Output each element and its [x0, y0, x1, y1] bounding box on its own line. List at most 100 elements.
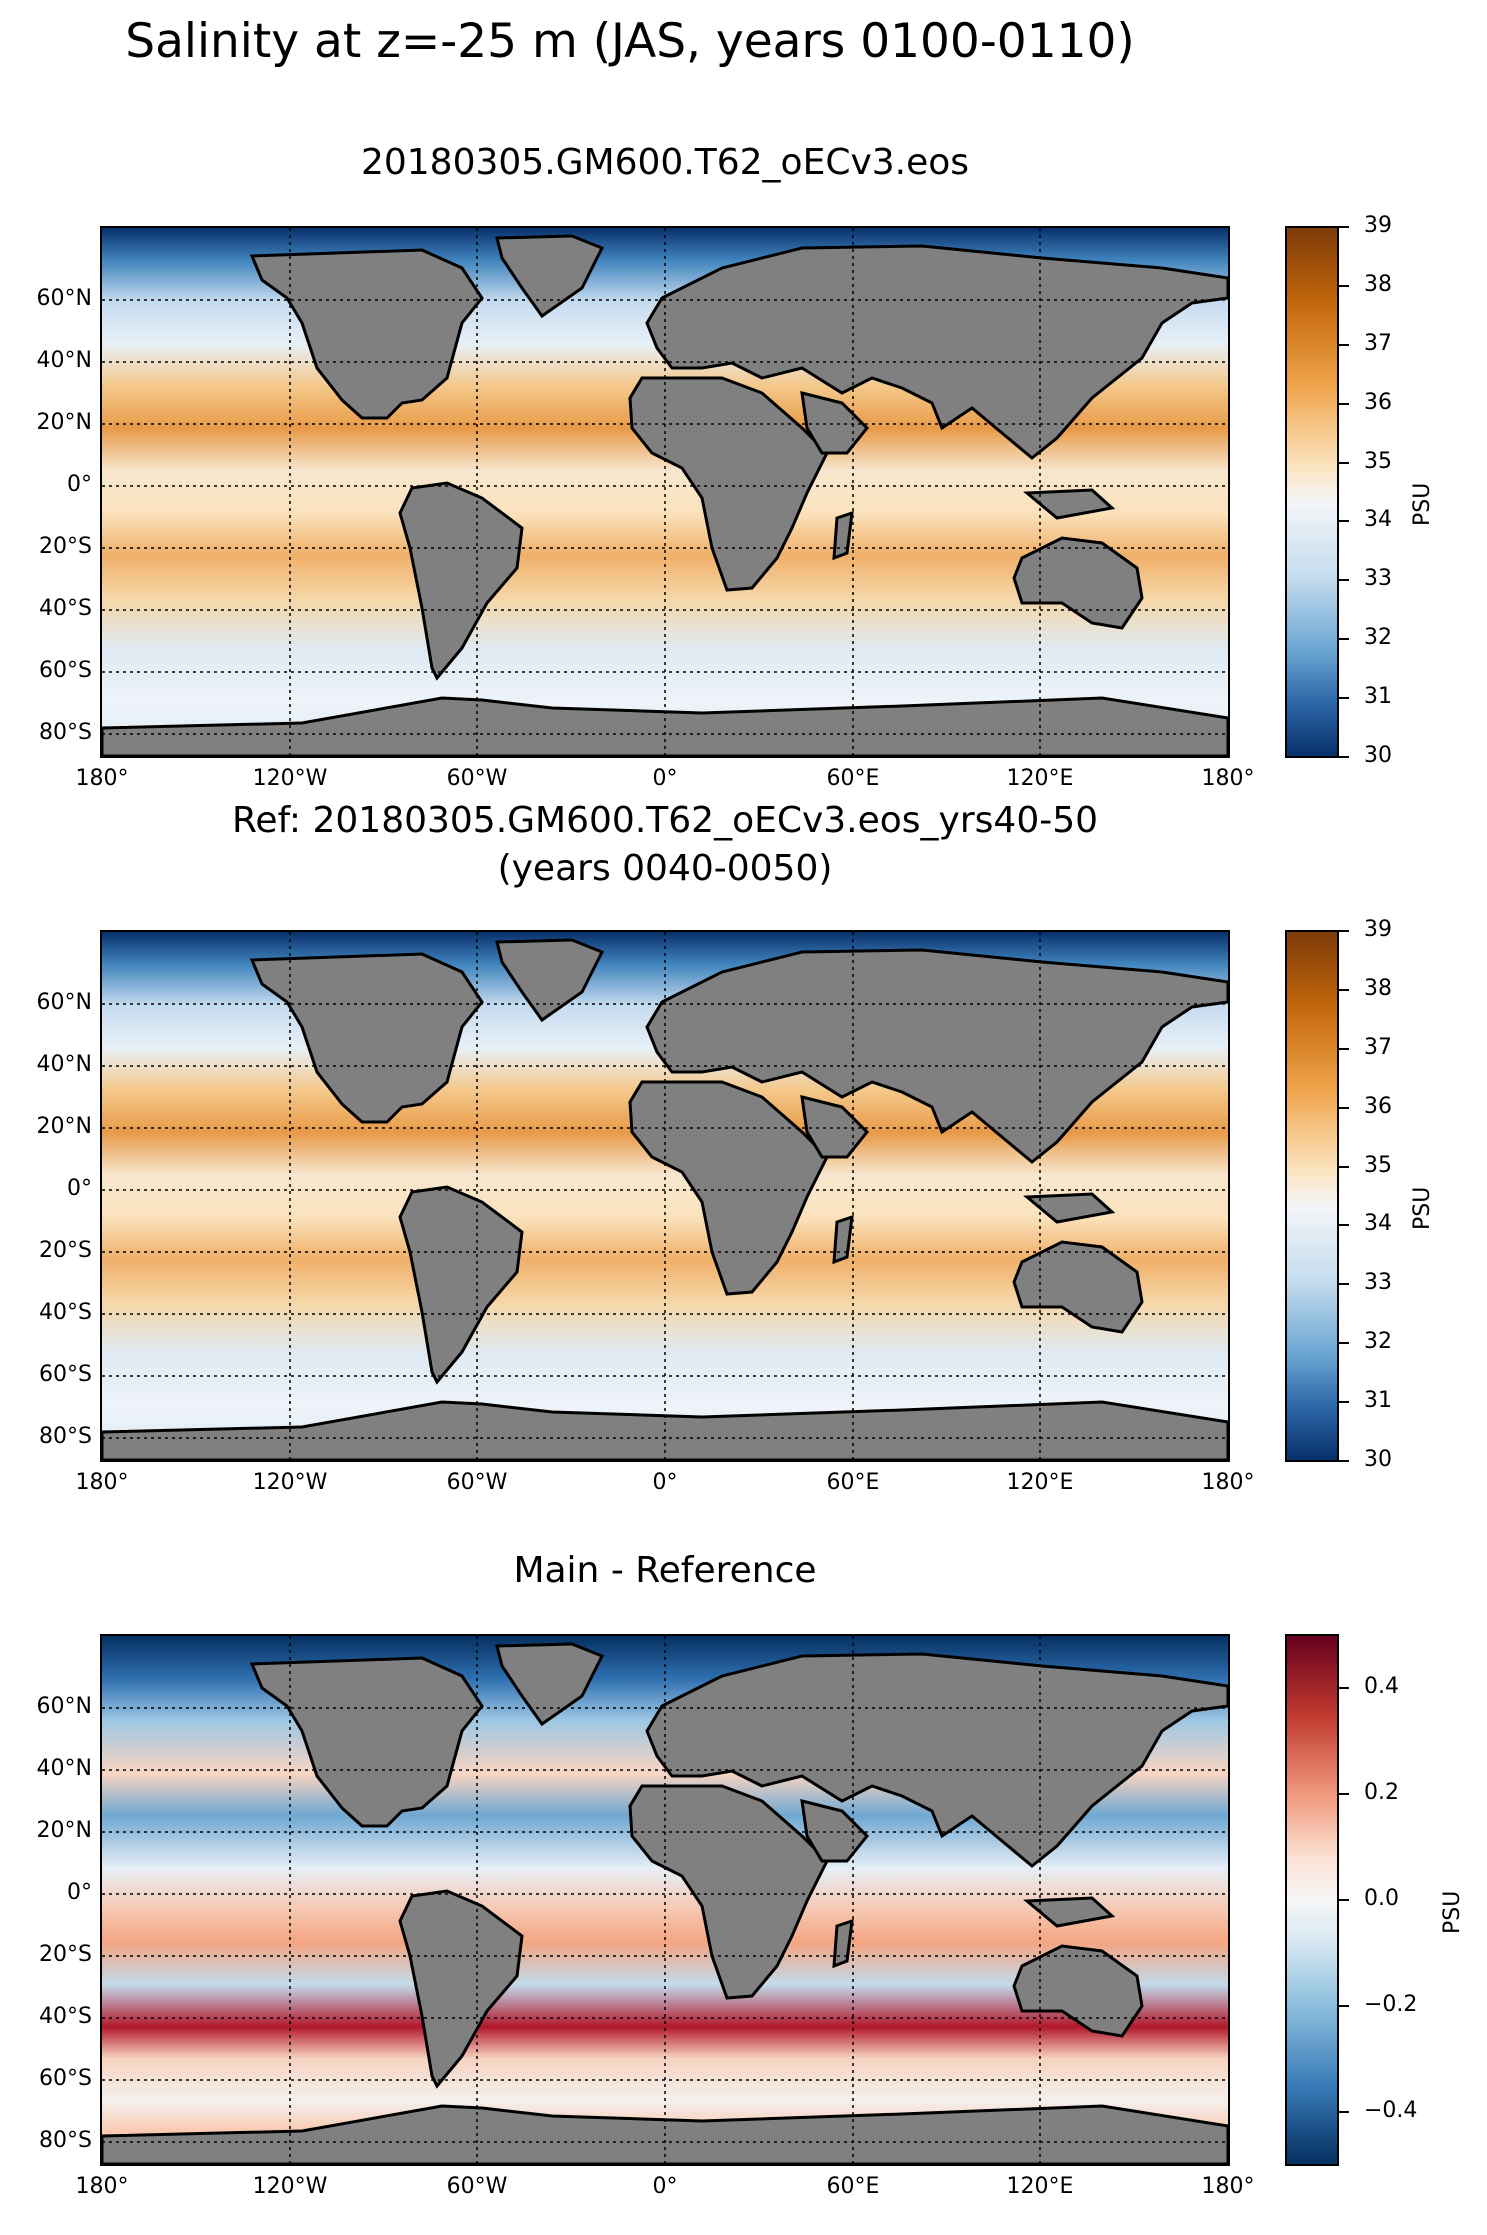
lon-label: 0° [652, 2174, 678, 2199]
lat-label: 60°N [36, 990, 92, 1015]
colorbar-unit-label: PSU [1410, 482, 1435, 526]
lat-label: 0° [67, 472, 92, 497]
land-greenland [495, 1642, 605, 1727]
lon-label: 120°E [1006, 1470, 1074, 1495]
lat-label: 20°S [39, 1942, 92, 1967]
colorbar-tick-label: 37 [1364, 1034, 1392, 1060]
colorbar-tick-mark [1339, 1342, 1349, 1345]
colorbar-tick-mark [1339, 579, 1349, 582]
colorbar-tick-label: 34 [1364, 507, 1392, 533]
lat-label: 40°N [36, 1052, 92, 1077]
lon-label: 60°W [446, 1470, 508, 1495]
lon-label: 60°E [826, 766, 880, 791]
panel-3-map [100, 1634, 1230, 2166]
colorbar-tick-mark [1339, 1401, 1349, 1404]
land-north-america [249, 1656, 484, 1828]
colorbar-tick-label: 32 [1364, 1329, 1392, 1355]
lon-label: 120°W [252, 2174, 328, 2199]
colorbar-tick-label: 33 [1364, 566, 1392, 592]
lat-label: 60°N [36, 1694, 92, 1719]
colorbar-tick-mark [1339, 1793, 1349, 1795]
lat-label: 20°S [39, 534, 92, 559]
colorbar-tick-mark [1339, 756, 1349, 758]
figure-title: Salinity at z=-25 m (JAS, years 0100-011… [125, 14, 1135, 69]
lat-label: 80°S [39, 2128, 92, 2153]
land-africa [628, 1784, 829, 2000]
land-madagascar [832, 1918, 854, 1969]
colorbar-tick-label: 0.0 [1364, 1886, 1399, 1911]
land-madagascar [832, 1214, 854, 1265]
lon-label: 60°E [826, 1470, 880, 1495]
colorbar-1 [1285, 226, 1339, 758]
colorbar-tick-mark [1339, 1106, 1349, 1109]
lat-label: 20°S [39, 1238, 92, 1263]
lat-label: 40°S [39, 596, 92, 621]
land-madagascar [832, 510, 854, 561]
map-svg [102, 932, 1228, 1460]
land-greenland [495, 234, 605, 319]
colorbar-tick-label: 33 [1364, 1270, 1392, 1296]
colorbar-tick-label: 38 [1364, 271, 1392, 297]
colorbar-tick-label: 34 [1364, 1211, 1392, 1237]
land-europe-asia [645, 244, 1228, 460]
colorbar-tick-label: 37 [1364, 330, 1392, 356]
colorbar-tick-label: 0.2 [1364, 1780, 1399, 1805]
lat-label: 60°N [36, 286, 92, 311]
panel-2-map [100, 930, 1230, 1462]
lat-label: 60°S [39, 1362, 92, 1387]
lon-label: 180° [75, 766, 129, 791]
colorbar-tick-mark [1339, 1224, 1349, 1227]
colorbar-tick-mark [1339, 2111, 1349, 2113]
lat-label: 20°N [36, 410, 92, 435]
lon-label: 180° [75, 1470, 129, 1495]
colorbar-tick-mark [1339, 226, 1349, 228]
colorbar-tick-mark [1339, 697, 1349, 700]
lat-label: 60°S [39, 2066, 92, 2091]
map-svg [102, 228, 1228, 756]
colorbar-tick-mark [1339, 1047, 1349, 1050]
map-svg [102, 1636, 1228, 2164]
panel-1-title: 20180305.GM600.T62_oECv3.eos [360, 142, 970, 183]
land-africa [628, 1080, 829, 1296]
lon-label: 180° [75, 2174, 129, 2199]
colorbar-tick-label: 39 [1364, 917, 1392, 942]
land-australia [1012, 536, 1144, 630]
land-europe-asia [645, 948, 1228, 1164]
colorbar-tick-mark [1339, 343, 1349, 346]
panel-2-title: Ref: 20180305.GM600.T62_oECv3.eos_yrs40-… [231, 800, 1099, 841]
land-arabia [800, 1095, 870, 1159]
colorbar-tick-label: −0.2 [1364, 1992, 1418, 2017]
lon-label: 60°W [446, 766, 508, 791]
land-indonesia [1023, 1192, 1116, 1224]
colorbar-unit-label: PSU [1440, 1890, 1465, 1934]
colorbar-tick-mark [1339, 1283, 1349, 1286]
panel-2-subtitle: (years 0040-0050) [497, 848, 833, 889]
lon-label: 180° [1201, 766, 1255, 791]
colorbar-tick-mark [1339, 284, 1349, 287]
land-australia [1012, 1240, 1144, 1334]
lon-label: 120°E [1006, 766, 1074, 791]
lon-label: 0° [652, 1470, 678, 1495]
colorbar-tick-mark [1339, 461, 1349, 464]
land-arabia [800, 1799, 870, 1863]
land-indonesia [1023, 488, 1116, 520]
land-europe-asia [645, 1652, 1228, 1868]
colorbar-tick-label: 36 [1364, 389, 1392, 415]
lon-label: 120°E [1006, 2174, 1074, 2199]
lon-label: 60°W [446, 2174, 508, 2199]
lat-label: 80°S [39, 720, 92, 745]
land-indonesia [1023, 1896, 1116, 1928]
colorbar-tick-mark [1339, 1687, 1349, 1689]
colorbar-tick-mark [1339, 988, 1349, 991]
colorbar-tick-mark [1339, 638, 1349, 641]
lon-label: 0° [652, 766, 678, 791]
lon-label: 60°E [826, 2174, 880, 2199]
panel-3-title: Main - Reference [513, 1550, 817, 1591]
lon-label: 120°W [252, 766, 328, 791]
colorbar-tick-mark [1339, 1165, 1349, 1168]
colorbar-tick-label: 30 [1364, 1447, 1392, 1472]
lat-label: 40°N [36, 1756, 92, 1781]
colorbar-tick-mark [1339, 402, 1349, 405]
land-north-america [249, 248, 484, 420]
colorbar-tick-label: 35 [1364, 448, 1392, 474]
